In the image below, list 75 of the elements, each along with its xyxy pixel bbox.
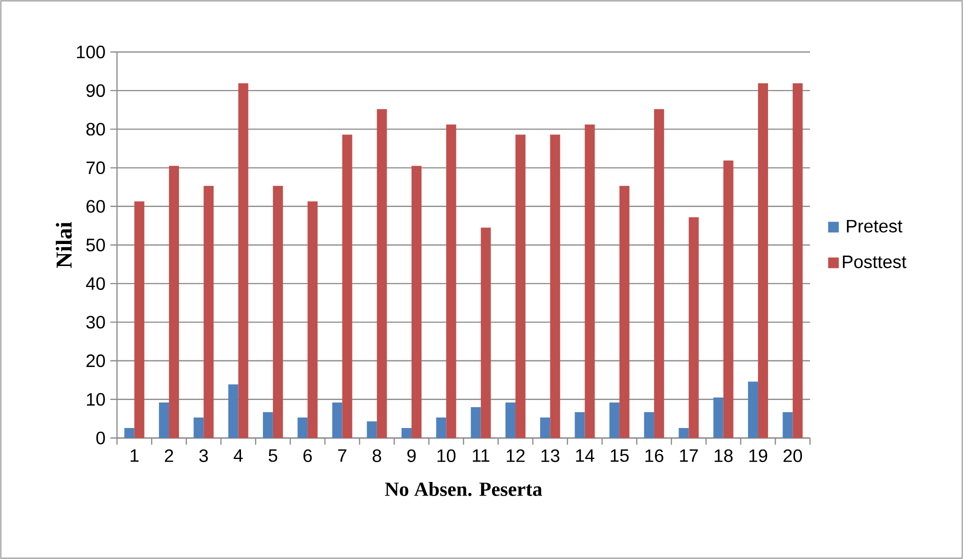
y-tick-label: 70 (86, 161, 105, 174)
x-tick-label: 16 (645, 449, 664, 462)
y-tick-label: 10 (86, 393, 105, 406)
bar (308, 201, 318, 438)
bar (376, 109, 387, 438)
bar (550, 134, 560, 438)
bar (480, 228, 491, 438)
bar (515, 134, 526, 438)
y-tick-label: 80 (86, 122, 105, 136)
y-axis-title: Nilai (56, 222, 72, 268)
bar (446, 124, 456, 438)
bar (228, 384, 238, 438)
x-tick-label: 2 (164, 449, 174, 462)
bar (298, 418, 308, 438)
bar (366, 421, 377, 438)
bar (238, 83, 248, 438)
x-tick-label: 18 (714, 449, 733, 462)
legend-label: Posttest (842, 256, 906, 268)
bar (505, 402, 516, 438)
x-tick-label: 20 (784, 449, 802, 462)
bar (272, 186, 283, 438)
x-axis-title: No Absen. Peserta (385, 482, 542, 496)
y-tick-label: 40 (86, 277, 105, 290)
bar (470, 407, 481, 438)
bar (134, 201, 144, 438)
x-tick-label: 7 (338, 449, 346, 462)
x-tick-label: 15 (610, 449, 629, 462)
bar (584, 124, 595, 438)
bar (204, 186, 214, 438)
bar (723, 160, 734, 438)
bar (158, 402, 169, 438)
x-tick-label: 13 (542, 449, 560, 462)
bar (332, 402, 342, 438)
bar (758, 83, 768, 438)
x-tick-label: 4 (234, 449, 243, 462)
bar (436, 418, 446, 438)
x-tick-label: 9 (407, 449, 416, 462)
bar (782, 412, 793, 438)
x-tick-label: 14 (576, 449, 594, 462)
bar (688, 217, 699, 438)
bar (792, 83, 803, 438)
x-tick-label: 11 (472, 449, 490, 462)
bar (574, 412, 585, 438)
bar (609, 402, 620, 438)
bar (619, 186, 630, 438)
x-tick-label: 19 (749, 449, 768, 462)
bar (124, 428, 134, 438)
x-tick-label: 12 (506, 449, 525, 462)
bar (713, 397, 724, 438)
y-tick-label: 50 (86, 238, 105, 252)
bar (540, 418, 550, 438)
legend-label: Pretest (846, 220, 902, 232)
y-tick-label: 0 (96, 432, 105, 444)
y-tick-label: 20 (86, 354, 105, 368)
x-tick-label: 1 (130, 449, 138, 462)
bar (402, 428, 412, 438)
bar (748, 382, 758, 438)
x-tick-label: 17 (680, 449, 698, 462)
bar (262, 412, 273, 438)
y-tick-label: 90 (86, 84, 105, 97)
bar (342, 134, 352, 438)
y-tick-label: 60 (86, 200, 105, 213)
bar (194, 418, 204, 438)
x-tick-label: 5 (268, 449, 278, 462)
y-tick-label: 30 (86, 316, 105, 329)
bar (168, 166, 179, 438)
x-tick-label: 10 (438, 449, 456, 462)
x-tick-label: 8 (372, 449, 382, 462)
x-tick-label: 3 (199, 449, 208, 462)
bar (412, 166, 422, 438)
x-tick-label: 6 (303, 449, 312, 462)
bar (678, 428, 689, 438)
y-tick-label: 100 (76, 46, 105, 58)
bar (644, 412, 654, 438)
bar (654, 109, 664, 438)
